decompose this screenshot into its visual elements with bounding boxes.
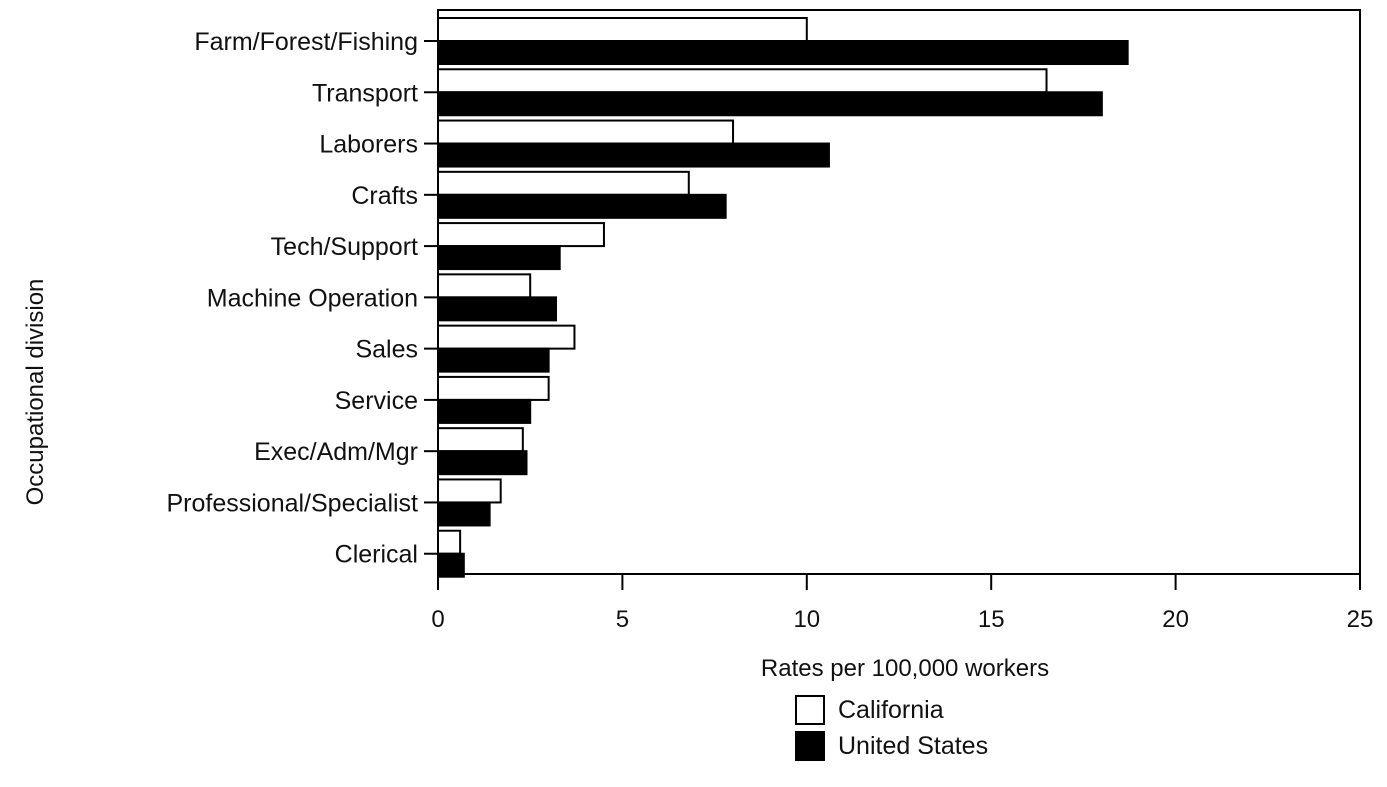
- legend-label-california: California: [838, 696, 944, 724]
- category-label: Sales: [355, 336, 418, 364]
- bar-california-laborers: [437, 119, 735, 145]
- category-label: Service: [335, 387, 418, 415]
- bar-california-clerical: [437, 529, 462, 555]
- bar-united-states-professional-specialist: [437, 501, 491, 527]
- bar-united-states-transport: [437, 91, 1103, 117]
- x-tick-label: 20: [1162, 606, 1189, 633]
- bar-california-sales: [437, 324, 576, 350]
- category-label: Machine Operation: [207, 284, 418, 312]
- bar-california-farm-forest-fishing: [437, 17, 808, 42]
- category-label: Laborers: [319, 131, 418, 159]
- legend-label-united-states: United States: [838, 732, 988, 760]
- category-label: Professional/Specialist: [166, 489, 418, 517]
- bar-united-states-laborers: [437, 142, 830, 168]
- category-label: Clerical: [335, 541, 418, 569]
- x-tick-label: 0: [431, 606, 444, 633]
- bar-california-exec-adm-mgr: [437, 427, 524, 453]
- bar-california-crafts: [437, 170, 690, 196]
- category-label: Tech/Support: [271, 233, 418, 261]
- y-axis-title: Occupational division: [22, 279, 49, 506]
- x-tick-label: 10: [793, 606, 820, 633]
- labels-layer: Farm/Forest/Fishing Transport Laborers Craf…: [166, 28, 1373, 633]
- category-label: Exec/Adm/Mgr: [254, 438, 418, 466]
- plot-frame: [437, 9, 1361, 575]
- category-label: Transport: [312, 79, 418, 107]
- bars-layer: [437, 17, 1129, 578]
- bar-california-tech-support: [437, 222, 605, 248]
- x-tick-label: 25: [1347, 606, 1374, 633]
- bar-united-states-exec-adm-mgr: [437, 450, 528, 476]
- bar-united-states-tech-support: [437, 245, 561, 271]
- legend: California United States: [795, 695, 988, 761]
- bar-united-states-service: [437, 398, 532, 424]
- category-label: Crafts: [351, 182, 418, 210]
- bar-united-states-sales: [437, 347, 550, 373]
- bar-united-states-farm-forest-fishing: [437, 40, 1129, 65]
- legend-swatch-california: [795, 695, 825, 725]
- bar-california-transport: [437, 68, 1048, 94]
- bar-united-states-crafts: [437, 193, 727, 219]
- bar-california-service: [437, 375, 550, 401]
- x-tick-label: 15: [978, 606, 1005, 633]
- x-tick-label: 5: [616, 606, 629, 633]
- x-axis-title: Rates per 100,000 workers: [761, 655, 1049, 682]
- legend-swatch-united-states: [795, 731, 825, 761]
- category-label: Farm/Forest/Fishing: [194, 28, 418, 56]
- bar-united-states-machine-operation: [437, 296, 558, 322]
- bar-california-professional-specialist: [437, 478, 502, 504]
- ticks-layer: [424, 40, 1361, 590]
- bar-california-machine-operation: [437, 273, 532, 299]
